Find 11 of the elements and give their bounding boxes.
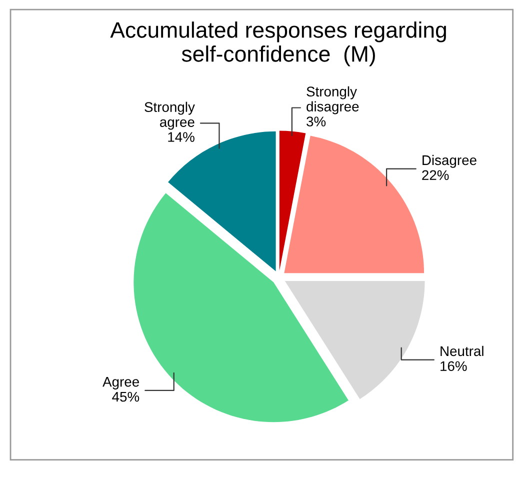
data-label: 22% — [422, 170, 449, 180]
slice-label: Disagree — [422, 154, 476, 168]
data-label: 16% — [440, 361, 467, 372]
slice-label: Agree — [102, 377, 139, 390]
slice-label: Strongly agree — [144, 102, 195, 130]
chart-title: Accumulated responses regarding self-confidence (M) — [110, 22, 446, 66]
data-label: 3% — [306, 116, 326, 126]
data-label: 14% — [168, 132, 194, 142]
slice-label: Strongly disagree — [306, 86, 359, 114]
slice-label: Neutral — [440, 346, 484, 356]
data-label: 45% — [112, 392, 140, 402]
